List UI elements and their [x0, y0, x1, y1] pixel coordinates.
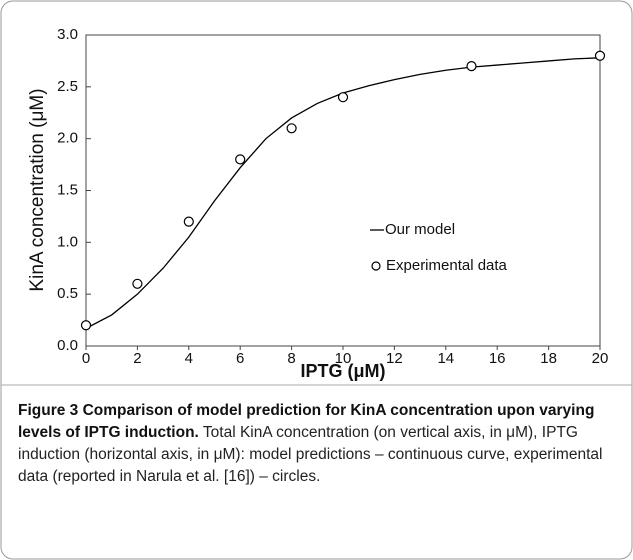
data-point — [286, 123, 297, 134]
y-tick-label: 2.0 — [57, 130, 78, 147]
y-tick-label: 2.5 — [57, 78, 78, 95]
x-tick-label: 8 — [287, 350, 295, 367]
caption: Figure 3 Comparison of model prediction … — [18, 400, 618, 488]
data-point — [183, 216, 194, 227]
plot-frame — [85, 34, 601, 347]
x-tick-label: 2 — [133, 350, 141, 367]
x-tick-label: 16 — [489, 350, 506, 367]
y-tick-label: 1.5 — [57, 181, 78, 198]
x-tick-label: 10 — [335, 350, 352, 367]
data-point — [80, 320, 92, 331]
legend-label: Our model — [385, 221, 455, 238]
y-tick-label: 3.0 — [57, 26, 78, 43]
x-tick-label: 20 — [592, 350, 609, 367]
x-tick-label: 0 — [82, 350, 90, 367]
y-axis-label: KinA concentration (μM) — [27, 88, 48, 291]
x-tick-label: 14 — [437, 350, 454, 367]
y-tick-label: 0.0 — [57, 337, 78, 354]
x-tick-label: 12 — [386, 350, 403, 367]
y-tick-label: 0.5 — [57, 285, 78, 302]
data-point — [235, 154, 246, 165]
legend-label: Experimental data — [386, 257, 508, 274]
x-tick-label: 18 — [540, 350, 557, 367]
data-point — [132, 278, 143, 289]
caption-text: Total KinA concentration (on vertical ax… — [18, 424, 603, 485]
caption-title: Figure 3 Comparison of model prediction … — [18, 402, 595, 441]
y-tick-label: 1.0 — [57, 233, 78, 250]
data-point — [337, 92, 349, 103]
data-point — [594, 50, 606, 61]
data-point — [466, 60, 477, 72]
x-axis-label: IPTG (μM) — [301, 361, 386, 381]
x-tick-label: 4 — [185, 350, 193, 367]
legend-marker — [371, 261, 381, 271]
x-tick-label: 6 — [236, 350, 244, 367]
